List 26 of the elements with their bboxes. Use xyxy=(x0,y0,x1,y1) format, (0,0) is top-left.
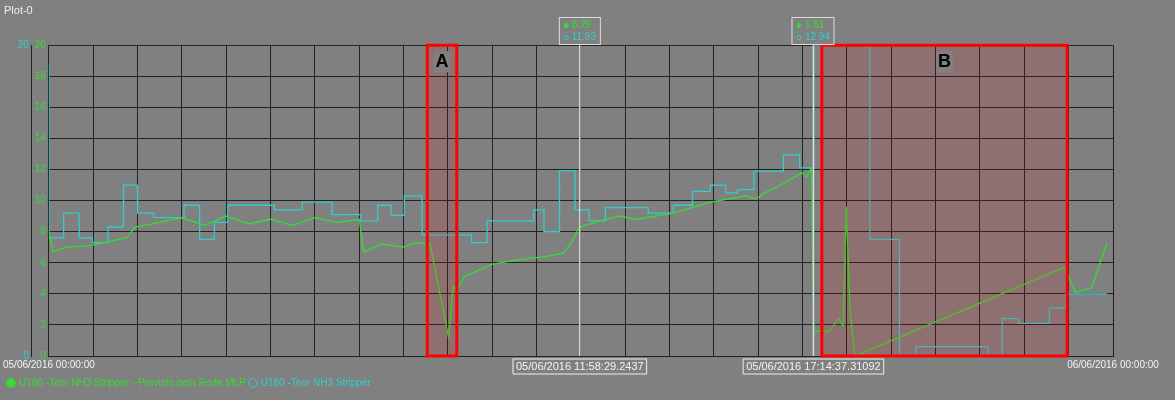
legend-label: U180 -Teor NH3 Stripper xyxy=(260,376,372,388)
x-tick-label: 05/06/2016 00:00:00 xyxy=(2,358,96,370)
y-tick-label: 2 xyxy=(40,318,47,330)
chart-title: Plot-0 xyxy=(4,3,33,16)
y-tick-label: 0 xyxy=(40,349,47,361)
y-tick-label: 16 xyxy=(34,101,47,113)
y-tick-label: 20 xyxy=(34,38,47,50)
text: 8.29 xyxy=(571,19,592,32)
ref-line-label: 05/06/2016 11:58:29.2437 xyxy=(516,359,644,372)
y2-tick-label: 20 xyxy=(17,38,30,50)
y-tick-label: 8 xyxy=(40,225,47,237)
y2-tick-label: 0 xyxy=(23,349,30,361)
band-label: B xyxy=(938,51,952,72)
y-tick-label: 14 xyxy=(34,132,47,144)
band-label: A xyxy=(435,51,449,72)
y-tick-label: 10 xyxy=(34,194,47,206)
text: 1.61 xyxy=(804,19,825,32)
y-tick-label: 18 xyxy=(34,70,47,82)
ref-line-label: 05/06/2016 17:14:37.31092 xyxy=(746,359,881,372)
y-tick-label: 4 xyxy=(40,287,47,299)
legend-label: U180 -Teor NH3 Stripper - Previsto pela Rede MLP xyxy=(19,376,247,388)
y-tick-label: 12 xyxy=(34,163,47,175)
y-tick-label: 6 xyxy=(40,256,47,268)
text: 11.93 xyxy=(571,31,596,44)
text: 12.94 xyxy=(804,31,830,44)
x-tick-label: 06/06/2016 00:00:00 xyxy=(1067,358,1160,370)
